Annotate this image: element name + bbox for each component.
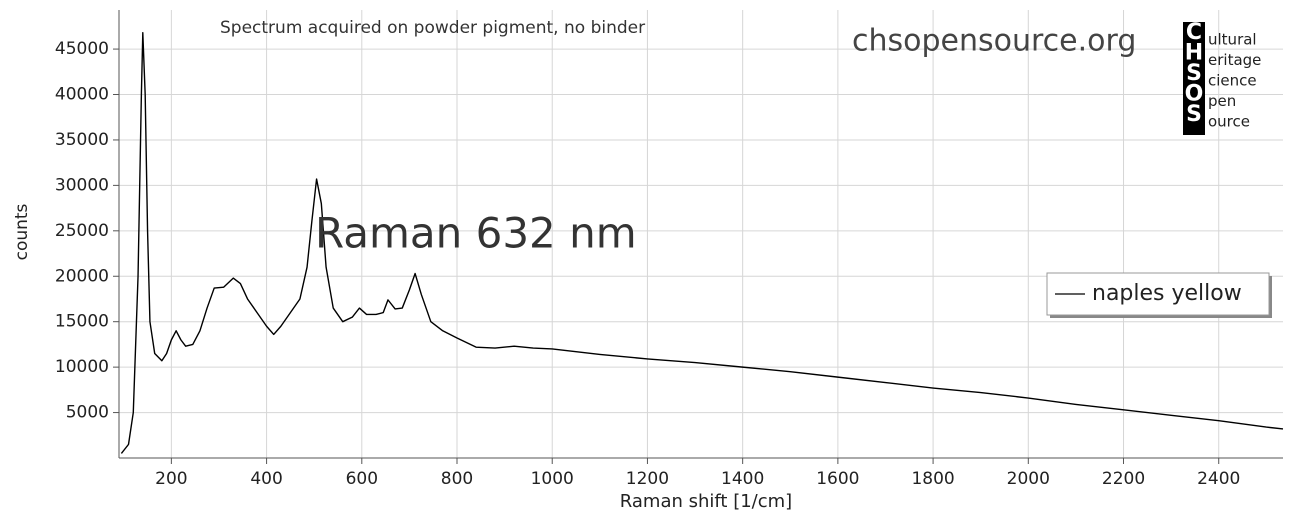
x-tick-label: 1200 bbox=[626, 469, 669, 489]
title-annotation: Raman 632 nm bbox=[315, 209, 637, 258]
x-tick-label: 1800 bbox=[911, 469, 954, 489]
logo-word: ultural bbox=[1208, 31, 1257, 49]
legend: naples yellow bbox=[1046, 272, 1272, 318]
x-tick-label: 1400 bbox=[721, 469, 764, 489]
x-tick-label: 800 bbox=[441, 469, 473, 489]
y-axis-label: counts bbox=[12, 203, 32, 260]
x-tick-label: 2200 bbox=[1102, 469, 1145, 489]
y-tick-label: 10000 bbox=[55, 357, 109, 377]
subtitle: Spectrum acquired on powder pigment, no … bbox=[220, 18, 645, 38]
logo-letter: C bbox=[1186, 20, 1202, 45]
y-tick-label: 30000 bbox=[55, 175, 109, 195]
logo-bar bbox=[1183, 22, 1205, 135]
x-tick-label: 400 bbox=[250, 469, 282, 489]
site-annotation: chsopensource.org bbox=[852, 24, 1136, 59]
y-tick-label: 35000 bbox=[55, 130, 109, 150]
marks bbox=[120, 32, 1284, 454]
logo-word: eritage bbox=[1208, 51, 1261, 69]
y-tick-label: 5000 bbox=[66, 403, 109, 423]
x-tick-label: 2000 bbox=[1007, 469, 1050, 489]
x-tick-label: 1000 bbox=[531, 469, 574, 489]
logo-word: pen bbox=[1208, 92, 1236, 110]
y-tick-label: 45000 bbox=[55, 39, 109, 59]
logo-letter: H bbox=[1185, 41, 1203, 66]
spectrum-line bbox=[120, 32, 1284, 454]
logo-word: cience bbox=[1208, 72, 1257, 90]
x-axis-label: Raman shift [1/cm] bbox=[620, 491, 792, 512]
plot-area bbox=[119, 10, 1283, 458]
logo-letter: S bbox=[1186, 61, 1202, 86]
x-tick-label: 1600 bbox=[816, 469, 859, 489]
y-tick-label: 15000 bbox=[55, 312, 109, 332]
x-tick-label: 200 bbox=[155, 469, 187, 489]
legend-label: naples yellow bbox=[1092, 281, 1242, 306]
y-tick-label: 20000 bbox=[55, 266, 109, 286]
logo-letter: O bbox=[1185, 82, 1204, 107]
y-tick-label: 25000 bbox=[55, 221, 109, 241]
logo-word: ource bbox=[1208, 113, 1250, 131]
x-tick-label: 2400 bbox=[1197, 469, 1240, 489]
y-tick-label: 40000 bbox=[55, 85, 109, 105]
grid bbox=[113, 10, 1283, 464]
logo-letter: S bbox=[1186, 102, 1202, 127]
x-tick-label: 600 bbox=[346, 469, 378, 489]
